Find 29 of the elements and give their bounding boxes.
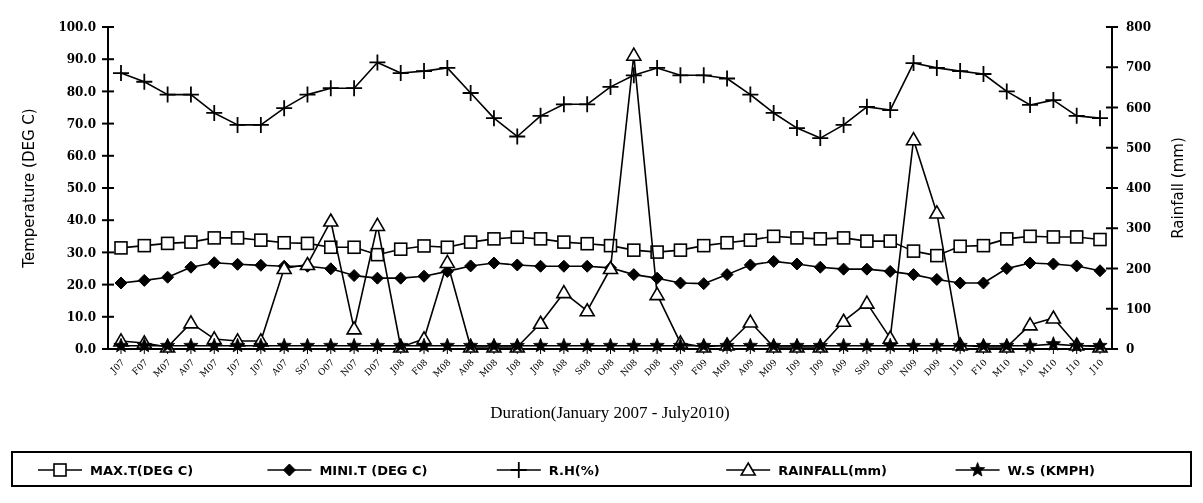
y2-axis-title: Rainfall (mm) <box>1169 137 1187 239</box>
y-tick-label: 80.0 <box>66 84 96 99</box>
y-tick-label: 100.0 <box>58 20 96 35</box>
legend-label: R.H(%) <box>548 462 600 478</box>
y-tick-label: 20.0 <box>66 277 96 292</box>
y2-tick-label: 800 <box>1126 20 1152 35</box>
y2-tick-label: 600 <box>1126 100 1152 115</box>
y-tick-label: 40.0 <box>66 213 96 228</box>
y-tick-label: 50.0 <box>66 181 96 196</box>
y2-tick-label: 700 <box>1126 60 1152 75</box>
y2-tick-label: 0 <box>1126 342 1135 357</box>
y2-tick-label: 500 <box>1126 140 1152 155</box>
y-tick-label: 90.0 <box>66 52 96 67</box>
y-tick-label: 60.0 <box>66 149 96 163</box>
legend-label: W.S (KMPH) <box>1007 462 1096 478</box>
legend-label: MINI.T (DEG C) <box>319 462 428 478</box>
y2-tick-label: 300 <box>1126 221 1152 236</box>
x-axis-title: Duration(January 2007 - July2010) <box>490 403 730 422</box>
y-tick-label: 30.0 <box>66 245 96 260</box>
legend-label: RAINFALL(mm) <box>778 462 887 478</box>
y-axis-title: Temperature (DEG C) <box>20 108 38 269</box>
y-tick-label: 70.0 <box>66 116 96 131</box>
y2-tick-label: 100 <box>1126 301 1152 316</box>
y-tick-label: 10.0 <box>66 310 96 324</box>
x-tick-label: O09 <box>875 357 896 378</box>
y2-tick-label: 400 <box>1126 181 1152 196</box>
y2-tick-label: 200 <box>1126 261 1152 276</box>
y-tick-label: 0.0 <box>75 342 96 357</box>
legend-label: MAX.T(DEG C) <box>90 462 194 478</box>
